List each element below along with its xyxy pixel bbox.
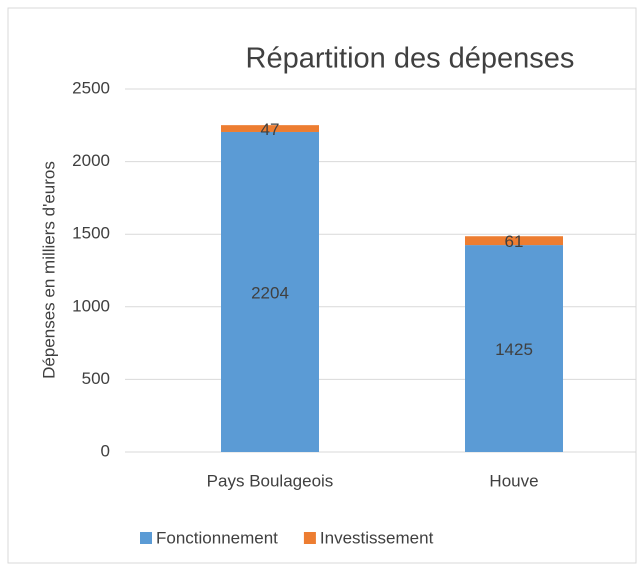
- legend-label: Fonctionnement: [156, 528, 278, 547]
- y-tick-label: 1000: [72, 296, 110, 315]
- data-label: 1425: [495, 340, 533, 359]
- y-tick-label: 1500: [72, 224, 110, 243]
- y-axis-label: Dépenses en milliers d'euros: [39, 161, 58, 379]
- x-tick-label: Pays Boulageois: [207, 471, 334, 490]
- y-tick-label: 2500: [72, 78, 110, 97]
- bar-segment: [465, 236, 563, 246]
- data-label: 47: [261, 120, 280, 139]
- bar-segment: [465, 245, 563, 452]
- data-label: 2204: [251, 283, 289, 302]
- bar-segment: [221, 125, 319, 132]
- data-label: 61: [505, 232, 524, 251]
- x-tick-label: Houve: [489, 471, 538, 490]
- y-tick-label: 2000: [72, 151, 110, 170]
- y-tick-label: 500: [82, 369, 110, 388]
- y-tick-label: 0: [101, 441, 110, 460]
- chart-title: Répartition des dépenses: [246, 43, 575, 75]
- legend-swatch: [140, 532, 152, 544]
- legend-label: Investissement: [320, 528, 434, 547]
- legend-swatch: [303, 532, 316, 544]
- bar-segment: [221, 131, 319, 453]
